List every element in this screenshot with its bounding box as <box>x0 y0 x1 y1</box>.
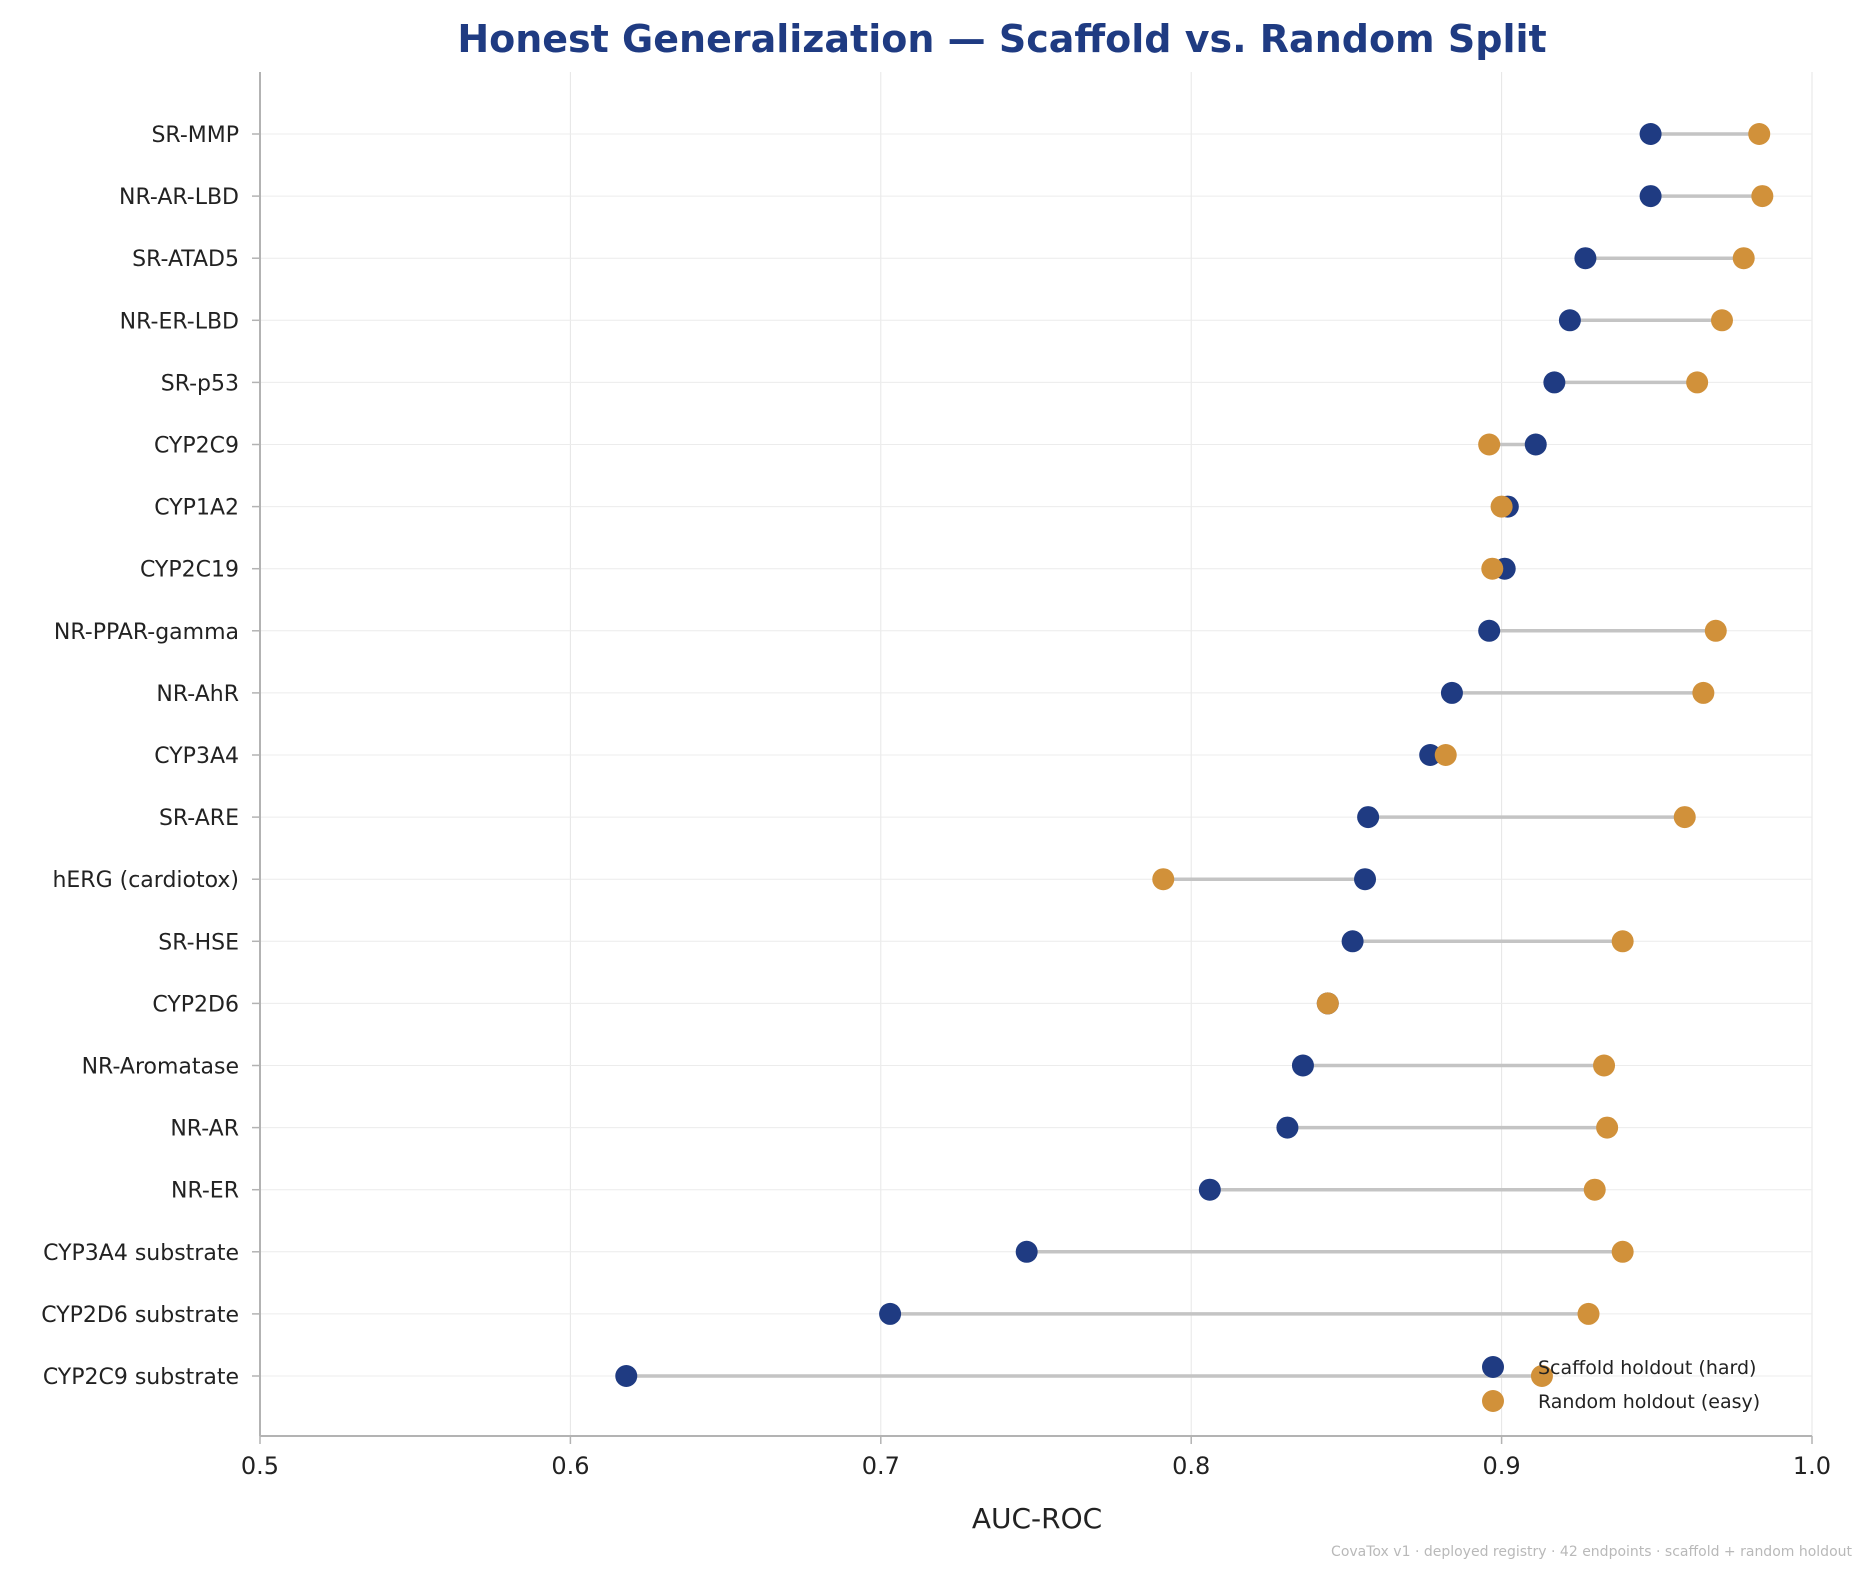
random-point <box>1748 123 1771 145</box>
scaffold-point <box>1198 1178 1221 1201</box>
category-label: NR-Aromatase <box>82 1055 239 1080</box>
category-label: CYP3A4 <box>154 744 239 769</box>
x-axis-title: AUC-ROC <box>972 1502 1102 1535</box>
scaffold-point <box>1639 185 1662 208</box>
connector-lines <box>626 132 1763 1378</box>
category-label: NR-AR <box>170 1117 239 1142</box>
category-label: NR-AhR <box>156 682 239 707</box>
chart-title: Honest Generalization — Scaffold vs. Ran… <box>457 17 1546 61</box>
random-point <box>1692 681 1715 704</box>
legend-marker <box>1482 1390 1504 1412</box>
random-point <box>1710 309 1733 332</box>
category-label: SR-HSE <box>158 930 239 955</box>
scaffold-point <box>1015 1240 1038 1263</box>
scaffold-point <box>615 1365 638 1387</box>
random-point <box>1611 930 1634 953</box>
random-point <box>1316 992 1339 1015</box>
category-label: SR-ATAD5 <box>132 247 239 272</box>
random-point <box>1481 557 1504 580</box>
scaffold-point <box>1440 681 1463 704</box>
scaffold-point <box>1558 309 1581 332</box>
category-label: SR-MMP <box>151 123 239 148</box>
random-point <box>1577 1302 1600 1325</box>
scaffold-point <box>1478 619 1501 642</box>
scaffold-point <box>1276 1116 1299 1139</box>
legend: Scaffold holdout (hard) Random holdout (e… <box>1482 1356 1760 1413</box>
scaffold-point <box>1419 744 1442 766</box>
grid-lines <box>259 72 1813 1436</box>
x-tick-label: 0.5 <box>241 1452 279 1480</box>
random-point <box>1704 619 1727 642</box>
category-label: CYP2D6 substrate <box>41 1303 239 1328</box>
category-label: NR-PPAR-gamma <box>54 620 239 645</box>
x-tick-label: 0.7 <box>862 1452 900 1480</box>
random-point <box>1596 1116 1619 1139</box>
data-points <box>615 123 1774 1387</box>
axes <box>252 72 1813 1444</box>
scaffold-point <box>879 1302 902 1325</box>
category-label: CYP2C9 <box>154 434 239 459</box>
x-tick-label: 0.8 <box>1172 1452 1210 1480</box>
legend-label: Random holdout (easy) <box>1538 1391 1760 1413</box>
random-point <box>1478 433 1501 456</box>
scaffold-point <box>1354 868 1377 891</box>
scaffold-point <box>1357 806 1380 829</box>
scaffold-point <box>1341 930 1364 953</box>
legend-marker <box>1482 1356 1504 1378</box>
x-tick-label: 1.0 <box>1793 1452 1831 1480</box>
category-label: CYP3A4 substrate <box>43 1241 239 1266</box>
category-label: CYP1A2 <box>154 496 239 521</box>
category-label: CYP2C19 <box>140 558 239 583</box>
random-point <box>1152 868 1175 891</box>
random-point <box>1593 1054 1616 1077</box>
scaffold-point <box>1639 123 1662 145</box>
category-label: SR-p53 <box>161 371 239 396</box>
y-tick-labels: SR-MMP NR-AR-LBD SR-ATAD5 NR-ER-LBD SR-p53 CY… <box>41 123 239 1390</box>
scaffold-point <box>1574 247 1597 270</box>
random-point <box>1530 1365 1553 1387</box>
category-label: NR-AR-LBD <box>119 185 239 210</box>
category-label: NR-ER-LBD <box>120 309 239 334</box>
random-point <box>1686 371 1709 394</box>
footnote: CovaTox v1 · deployed registry · 42 endp… <box>1331 1544 1852 1560</box>
x-tick-labels: 0.5 0.6 0.7 0.8 0.9 1.0 <box>241 1452 1831 1480</box>
category-label: CYP2D6 <box>152 992 239 1017</box>
random-point <box>1490 495 1513 518</box>
legend-label: Scaffold holdout (hard) <box>1538 1357 1756 1379</box>
scaffold-point <box>1524 433 1547 456</box>
random-point <box>1751 185 1774 208</box>
category-label: CYP2C9 substrate <box>43 1365 239 1390</box>
x-tick-label: 0.6 <box>551 1452 589 1480</box>
category-label: hERG (cardiotox) <box>52 868 239 893</box>
category-label: NR-ER <box>171 1179 239 1204</box>
x-tick-label: 0.9 <box>1483 1452 1521 1480</box>
random-point <box>1611 1240 1634 1263</box>
category-label: SR-ARE <box>159 806 239 831</box>
random-point <box>1583 1178 1606 1201</box>
random-point <box>1673 806 1696 829</box>
random-point <box>1434 744 1457 766</box>
scaffold-point <box>1291 1054 1314 1077</box>
random-point <box>1732 247 1755 270</box>
scaffold-point <box>1543 371 1566 394</box>
